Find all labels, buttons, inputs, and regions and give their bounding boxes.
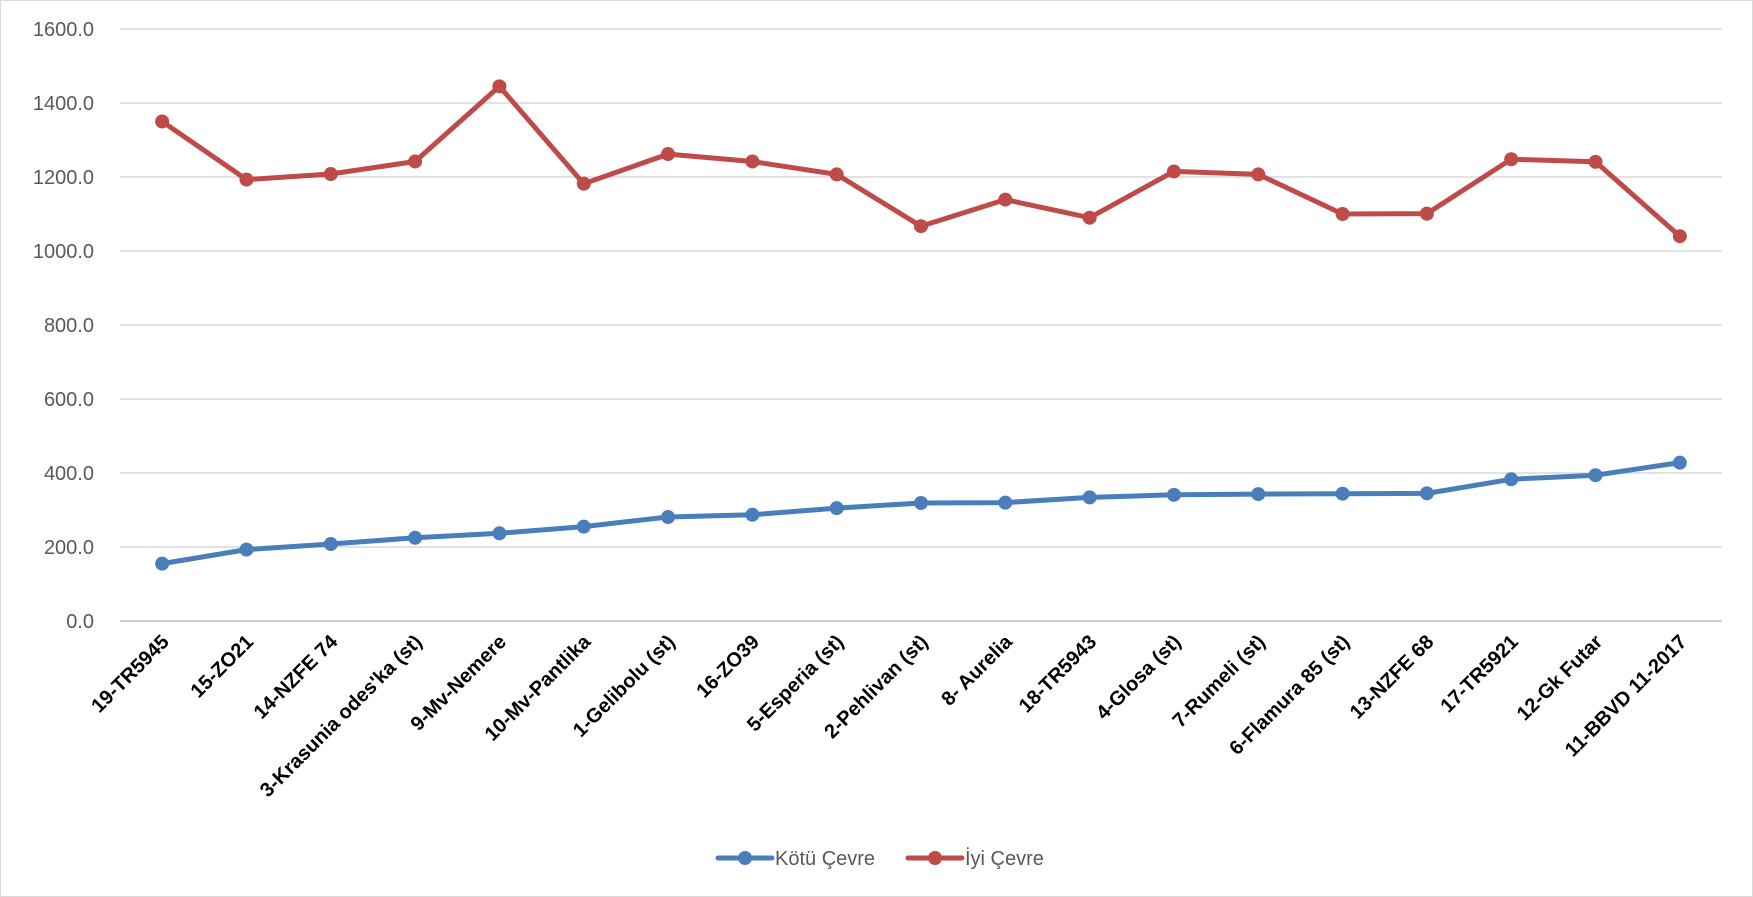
y-tick-label: 800.0 [44, 315, 94, 337]
y-tick-label: 0.0 [66, 611, 94, 633]
data-point [661, 510, 676, 525]
x-tick-label: 17-TR5921 [1436, 631, 1522, 717]
data-point [492, 79, 507, 94]
series-line [159, 83, 1683, 239]
series-2 [155, 79, 1687, 244]
data-point [745, 154, 760, 169]
x-tick-label: 15-ZO21 [187, 631, 258, 702]
data-point [239, 542, 254, 557]
data-point [1251, 167, 1266, 182]
data-point [576, 176, 591, 191]
x-tick-label: 14-NZFE 74 [250, 630, 343, 723]
x-tick-label: 19-TR5945 [87, 631, 173, 717]
x-tick-label: 8- Aurelia [937, 630, 1017, 710]
data-point [1588, 468, 1603, 483]
data-point [914, 219, 928, 234]
data-point [745, 507, 760, 522]
data-point [408, 154, 423, 169]
data-point [239, 172, 254, 187]
y-tick-label: 1000.0 [33, 241, 94, 263]
data-point [1419, 486, 1434, 501]
data-point [1419, 206, 1434, 221]
data-point [914, 495, 928, 510]
data-point [408, 530, 423, 545]
y-tick-label: 1400.0 [33, 93, 94, 115]
data-point [1504, 152, 1519, 167]
data-point [323, 537, 338, 552]
data-point [1672, 455, 1687, 470]
data-point [829, 501, 844, 516]
y-tick-label: 600.0 [44, 389, 94, 411]
data-point [1166, 487, 1181, 502]
data-point [998, 192, 1013, 207]
series-line [159, 460, 1683, 567]
y-tick-label: 400.0 [44, 463, 94, 485]
legend-marker [928, 851, 942, 865]
legend-item-2: İyi Çevre [905, 847, 1044, 870]
data-point [1166, 164, 1181, 179]
data-point [492, 526, 507, 541]
data-point [1251, 487, 1266, 502]
data-point [661, 147, 676, 162]
data-point [998, 495, 1013, 510]
series-1 [155, 455, 1687, 571]
data-point [1082, 210, 1097, 225]
gridlines [120, 28, 1722, 622]
x-tick-label: 4-Glosa (st) [1092, 631, 1185, 724]
x-tick-label: 16-ZO39 [693, 631, 764, 702]
x-tick-label: 18-TR5943 [1015, 631, 1101, 717]
legend-marker [738, 851, 752, 865]
y-tick-label: 200.0 [44, 537, 94, 559]
x-tick-label: 12-Gk Futar [1513, 631, 1607, 725]
x-tick-label: 3-Krasunia odes'ka (st) [256, 631, 427, 802]
data-point [1335, 207, 1350, 221]
series-lines [155, 79, 1687, 571]
data-point [1672, 229, 1687, 244]
data-point [1335, 486, 1350, 501]
legend-label: Kötü Çevre [775, 848, 875, 870]
data-point [1504, 472, 1519, 487]
y-axis-ticks: 0.0 200.0 400.0 600.0 800.0 1000.0 1200.0 1400.… [33, 19, 94, 633]
data-point [323, 167, 338, 182]
y-tick-label: 1600.0 [33, 19, 94, 41]
data-point [155, 556, 170, 571]
data-point [155, 114, 170, 129]
x-tick-label: 13-NZFE 68 [1346, 631, 1439, 724]
legend-label: İyi Çevre [965, 847, 1044, 870]
data-point [576, 519, 591, 534]
legend-item-1: Kötü Çevre [715, 848, 875, 870]
data-point [829, 167, 844, 182]
y-tick-label: 1200.0 [33, 167, 94, 189]
data-point [1588, 154, 1603, 169]
legend: Kötü Çevre İyi Çevre [715, 847, 1044, 870]
data-point [1082, 490, 1097, 505]
